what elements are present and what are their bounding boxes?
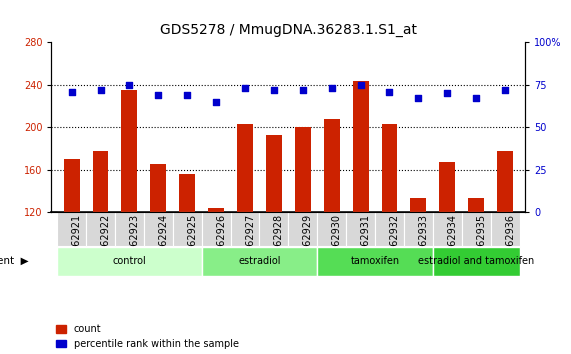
Text: GSM362931: GSM362931 <box>361 214 371 273</box>
FancyBboxPatch shape <box>144 212 173 246</box>
Point <box>154 92 163 98</box>
Bar <box>266 135 282 212</box>
FancyBboxPatch shape <box>404 212 433 246</box>
Point <box>125 82 134 88</box>
Bar <box>237 124 253 212</box>
Point <box>270 87 279 93</box>
Point <box>443 91 452 96</box>
FancyBboxPatch shape <box>202 247 317 275</box>
Bar <box>208 208 224 212</box>
FancyBboxPatch shape <box>317 212 346 246</box>
Point <box>385 89 394 95</box>
Bar <box>468 198 484 212</box>
Text: tamoxifen: tamoxifen <box>351 256 400 266</box>
Point <box>356 82 365 88</box>
Bar <box>150 164 166 212</box>
FancyBboxPatch shape <box>433 212 462 246</box>
FancyBboxPatch shape <box>231 212 259 246</box>
Point <box>298 87 307 93</box>
Bar <box>64 159 79 212</box>
Text: GSM362925: GSM362925 <box>187 214 197 273</box>
Text: GSM362930: GSM362930 <box>332 214 341 273</box>
Text: GSM362922: GSM362922 <box>100 214 111 273</box>
FancyBboxPatch shape <box>346 212 375 246</box>
Point <box>67 89 76 95</box>
Text: GSM362927: GSM362927 <box>245 214 255 273</box>
Point <box>96 87 105 93</box>
Text: agent  ▶: agent ▶ <box>0 256 29 266</box>
FancyBboxPatch shape <box>202 212 231 246</box>
Bar <box>93 150 108 212</box>
Text: GSM362929: GSM362929 <box>303 214 313 273</box>
Title: GDS5278 / MmugDNA.36283.1.S1_at: GDS5278 / MmugDNA.36283.1.S1_at <box>160 23 417 37</box>
Point <box>327 85 336 91</box>
Text: estradiol and tamoxifen: estradiol and tamoxifen <box>418 256 534 266</box>
Point <box>501 87 510 93</box>
FancyBboxPatch shape <box>86 212 115 246</box>
Text: GSM362923: GSM362923 <box>130 214 139 273</box>
Text: GSM362926: GSM362926 <box>216 214 226 273</box>
Bar <box>411 198 427 212</box>
FancyBboxPatch shape <box>288 212 317 246</box>
Text: control: control <box>112 256 146 266</box>
Bar <box>353 81 368 212</box>
Text: GSM362924: GSM362924 <box>158 214 168 273</box>
Bar <box>439 162 455 212</box>
FancyBboxPatch shape <box>57 247 202 275</box>
Bar <box>381 124 397 212</box>
FancyBboxPatch shape <box>173 212 202 246</box>
Text: GSM362933: GSM362933 <box>419 214 428 273</box>
Text: GSM362932: GSM362932 <box>389 214 400 273</box>
FancyBboxPatch shape <box>115 212 144 246</box>
Text: GSM362928: GSM362928 <box>274 214 284 273</box>
FancyBboxPatch shape <box>462 212 490 246</box>
Text: GSM362936: GSM362936 <box>505 214 515 273</box>
Point <box>183 92 192 98</box>
Point <box>472 96 481 101</box>
Point <box>211 99 220 105</box>
Bar <box>295 127 311 212</box>
Text: GSM362921: GSM362921 <box>71 214 82 273</box>
Text: estradiol: estradiol <box>238 256 281 266</box>
Text: GSM362935: GSM362935 <box>476 214 486 273</box>
Bar <box>324 119 340 212</box>
Point <box>414 96 423 101</box>
FancyBboxPatch shape <box>375 212 404 246</box>
Bar <box>179 174 195 212</box>
Point <box>240 85 250 91</box>
FancyBboxPatch shape <box>317 247 433 275</box>
Bar <box>497 150 513 212</box>
Legend: count, percentile rank within the sample: count, percentile rank within the sample <box>57 324 239 349</box>
FancyBboxPatch shape <box>57 212 86 246</box>
FancyBboxPatch shape <box>259 212 288 246</box>
FancyBboxPatch shape <box>490 212 520 246</box>
Bar <box>122 90 138 212</box>
FancyBboxPatch shape <box>433 247 520 275</box>
Text: GSM362934: GSM362934 <box>447 214 457 273</box>
